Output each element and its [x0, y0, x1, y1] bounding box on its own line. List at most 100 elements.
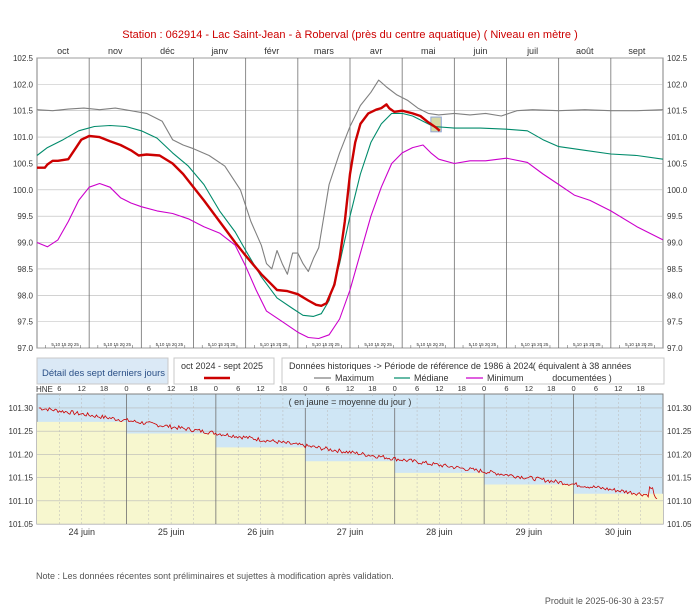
- month-label: juin: [472, 46, 487, 56]
- day-tick-labels: 5 10 15 20 25: [625, 342, 653, 347]
- detail-y-tick-left: 101.25: [9, 427, 34, 436]
- detail-hour-label: 18: [279, 384, 287, 393]
- y-tick-label-left: 97.0: [17, 344, 33, 353]
- detail-y-tick-right: 101.25: [667, 427, 692, 436]
- detail-hour-label: 12: [614, 384, 622, 393]
- caption-bg: [288, 396, 412, 408]
- detail-day-label: 28 juin: [426, 527, 453, 537]
- day-tick-labels: 5 10 15 20 25: [51, 342, 79, 347]
- month-label: août: [576, 46, 594, 56]
- detail-y-tick-left: 101.15: [9, 474, 34, 483]
- annual-panel: 102.5 102.5 102.0 102.0 101.5 101.5 101.0 101.0…: [13, 46, 688, 353]
- footer-produced: Produit le 2025-06-30 à 23:57: [545, 596, 664, 606]
- legend-detail-box: [36, 357, 169, 385]
- month-label: sept: [628, 46, 646, 56]
- detail-hour-label: 18: [368, 384, 376, 393]
- detail-hour-label: 18: [547, 384, 555, 393]
- legend-equiv-label-2: documentées ): [552, 373, 612, 383]
- y-tick-label-right: 100.5: [667, 159, 688, 168]
- y-tick-label-right: 99.0: [667, 239, 683, 248]
- legend-equiv-label-1: ( équivalent à 38 années: [533, 361, 632, 371]
- detail-y-tick-right: 101.05: [667, 520, 692, 529]
- detail-caption: ( en jaune = moyenne du jour ): [289, 397, 412, 407]
- month-label: févr: [264, 46, 279, 56]
- detail-hour-label: 18: [100, 384, 108, 393]
- y-tick-label-left: 101.0: [13, 133, 34, 142]
- detail-hour-label: 6: [57, 384, 61, 393]
- series-maximum: [36, 79, 664, 275]
- detail-hour-label: 6: [594, 384, 598, 393]
- detail-day-label: 27 juin: [337, 527, 364, 537]
- detail-day-label: 24 juin: [68, 527, 95, 537]
- detail-hour-label: 12: [256, 384, 264, 393]
- y-tick-label-right: 99.5: [667, 212, 683, 221]
- detail-y-tick-left: 101.20: [9, 450, 34, 459]
- y-tick-label-left: 99.0: [17, 239, 33, 248]
- detail-hour-label: 12: [525, 384, 533, 393]
- series-observed: [37, 103, 441, 307]
- day-tick-labels: 5 10 15 20 25: [103, 342, 131, 347]
- detail-hour-label: 12: [346, 384, 354, 393]
- detail-y-tick-left: 101.10: [9, 497, 34, 506]
- legend-history-box: [281, 357, 665, 385]
- detail-day-label: 29 juin: [516, 527, 543, 537]
- y-tick-label-left: 98.0: [17, 291, 33, 300]
- detail-hour-label: 12: [435, 384, 443, 393]
- detail-day-label: 25 juin: [158, 527, 185, 537]
- y-tick-label-left: 100.0: [13, 186, 34, 195]
- y-tick-label-left: 98.5: [17, 265, 33, 274]
- y-tick-label-left: 102.0: [13, 80, 34, 89]
- day-tick-labels: 5 10 15 20 25: [469, 342, 497, 347]
- seven-day-panel: HNE 101.30 101.30 101.25 101.25 101.20 101.20…: [9, 384, 692, 537]
- legend-median-label: Médiane: [414, 373, 449, 383]
- y-tick-label-right: 100.0: [667, 186, 688, 195]
- day-tick-labels: 5 10 15 20 25: [364, 342, 392, 347]
- y-tick-label-right: 97.5: [667, 318, 683, 327]
- detail-hour-label: 0: [393, 384, 397, 393]
- month-label: nov: [108, 46, 123, 56]
- y-tick-label-right: 97.0: [667, 344, 683, 353]
- detail-hour-label: 18: [189, 384, 197, 393]
- detail-y-tick-left: 101.30: [9, 404, 34, 413]
- y-tick-label-left: 101.5: [13, 107, 34, 116]
- detail-hour-label: 6: [147, 384, 151, 393]
- detail-hour-label: 6: [415, 384, 419, 393]
- detail-hour-label: 0: [303, 384, 307, 393]
- month-label: janv: [210, 46, 228, 56]
- day-tick-labels: 5 10 15 20 25: [573, 342, 601, 347]
- day-tick-labels: 5 10 15 20 25: [521, 342, 549, 347]
- y-tick-label-right: 98.5: [667, 265, 683, 274]
- month-label: avr: [370, 46, 383, 56]
- y-tick-label-right: 101.0: [667, 133, 688, 142]
- y-tick-label-left: 97.5: [17, 318, 33, 327]
- series-minimum: [36, 144, 664, 340]
- detail-hour-label: 0: [482, 384, 486, 393]
- month-label: mai: [421, 46, 436, 56]
- month-label: juil: [526, 46, 538, 56]
- detail-hour-label: 18: [458, 384, 466, 393]
- detail-y-tick-right: 101.20: [667, 450, 692, 459]
- legend: Détail des sept derniers jours oct 2024 …: [36, 357, 665, 385]
- month-label: oct: [57, 46, 70, 56]
- day-tick-labels: 5 10 15 20 25: [260, 342, 288, 347]
- y-tick-label-right: 101.5: [667, 107, 688, 116]
- y-tick-label-left: 99.5: [17, 212, 33, 221]
- detail-hour-label: 0: [214, 384, 218, 393]
- detail-hour-label: 6: [326, 384, 330, 393]
- detail-day-label: 26 juin: [247, 527, 274, 537]
- month-label: déc: [160, 46, 175, 56]
- hne-label: HNE: [36, 385, 53, 394]
- y-tick-label-right: 102.0: [667, 80, 688, 89]
- detail-hour-label: 12: [78, 384, 86, 393]
- y-tick-label-right: 98.0: [667, 291, 683, 300]
- day-tick-labels: 5 10 15 20 25: [312, 342, 340, 347]
- detail-y-tick-right: 101.10: [667, 497, 692, 506]
- detail-hour-label: 0: [124, 384, 128, 393]
- day-tick-labels: 5 10 15 20 25: [156, 342, 184, 347]
- month-label: mars: [314, 46, 334, 56]
- detail-y-tick-right: 101.15: [667, 474, 692, 483]
- legend-current-box: [173, 357, 275, 385]
- detail-hour-label: 12: [167, 384, 175, 393]
- chart-title: Station : 062914 - Lac Saint-Jean - à Ro…: [122, 29, 578, 41]
- detail-hour-label: 18: [636, 384, 644, 393]
